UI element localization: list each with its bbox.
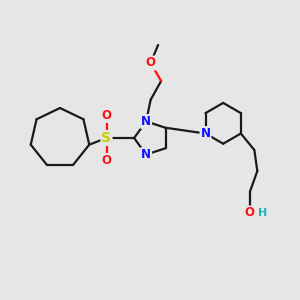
Text: O: O: [245, 206, 255, 220]
Text: N: N: [200, 127, 211, 140]
Text: S: S: [101, 131, 112, 145]
Text: O: O: [101, 154, 112, 167]
Text: O: O: [146, 56, 156, 70]
Text: O: O: [101, 109, 112, 122]
Text: N: N: [141, 148, 151, 161]
Text: N: N: [141, 115, 151, 128]
Text: H: H: [258, 208, 267, 218]
